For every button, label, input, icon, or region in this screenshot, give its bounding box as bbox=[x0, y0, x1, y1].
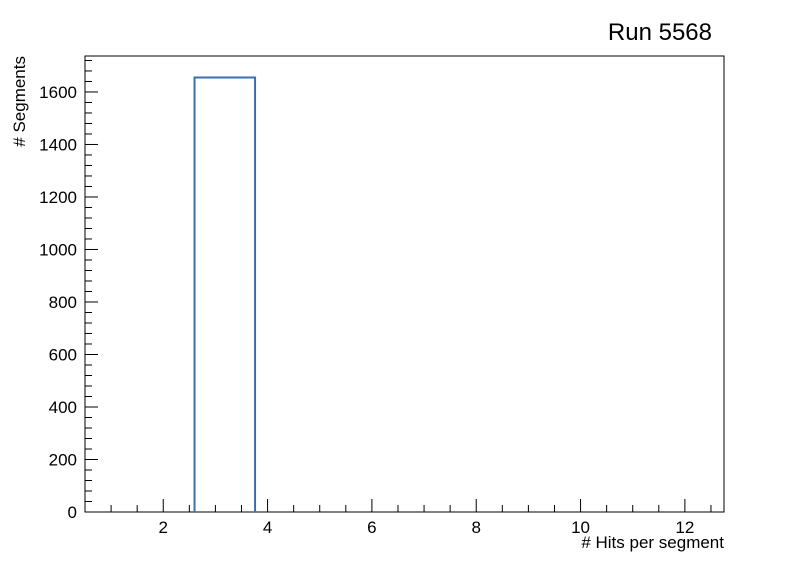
y-tick-label: 400 bbox=[49, 398, 77, 417]
x-tick-label: 4 bbox=[263, 518, 272, 537]
plot-frame bbox=[84, 55, 725, 513]
y-tick-label: 0 bbox=[68, 503, 77, 522]
x-tick-label: 12 bbox=[675, 518, 694, 537]
y-tick-label: 600 bbox=[49, 345, 77, 364]
plot-generated-layer: 2 4 6 8 10 12 0 200 400 600 800 1000 1200 1400 1600 bbox=[39, 55, 725, 537]
y-tick-label: 200 bbox=[49, 450, 77, 469]
y-tick-label: 1400 bbox=[39, 135, 77, 154]
x-tick-label: 10 bbox=[571, 518, 590, 537]
x-tick-label: 6 bbox=[367, 518, 376, 537]
y-axis-title: # Segments bbox=[10, 56, 29, 147]
y-tick-label: 1000 bbox=[39, 240, 77, 259]
x-axis-title: # Hits per segment bbox=[581, 533, 724, 552]
plot-title: Run 5568 bbox=[608, 19, 712, 46]
y-tick-label: 1600 bbox=[39, 83, 77, 102]
y-tick-label: 800 bbox=[49, 293, 77, 312]
x-tick-label: 8 bbox=[471, 518, 480, 537]
x-tick-label: 2 bbox=[159, 518, 168, 537]
y-tick-label: 1200 bbox=[39, 188, 77, 207]
histogram-bar bbox=[193, 76, 257, 512]
